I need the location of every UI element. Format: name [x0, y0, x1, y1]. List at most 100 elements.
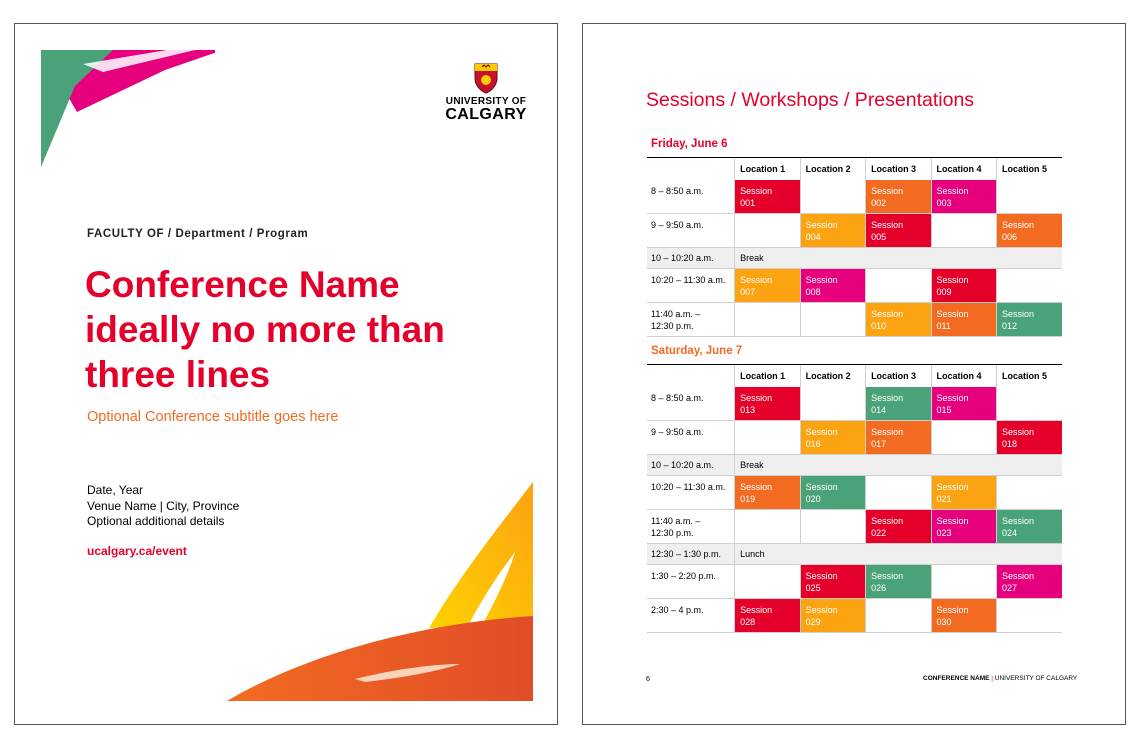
break-row: 12:30 – 1:30 p.m. Lunch	[647, 543, 1062, 565]
session-cell[interactable]: Session 003	[930, 179, 997, 214]
time-slot: 8 – 8:50 a.m.	[647, 179, 735, 214]
location-header: Location 3	[865, 157, 932, 180]
empty-cell	[996, 268, 1062, 303]
header-row: Location 1 Location 2 Location 3 Location 4…	[647, 364, 1062, 387]
day-heading: Saturday, June 7	[651, 345, 743, 357]
session-cell[interactable]: Session 017	[865, 420, 932, 455]
time-row: 9 – 9:50 a.m. Session 016 Session 017 Session…	[647, 420, 1062, 455]
header-corner	[647, 364, 735, 387]
session-cell[interactable]: Session 019	[734, 475, 801, 510]
session-cell[interactable]: Session 010	[865, 302, 932, 337]
session-cell[interactable]: Session 005	[865, 213, 932, 248]
empty-cell	[734, 213, 801, 248]
top-left-swoosh-graphic	[41, 50, 215, 167]
page-number: 6	[646, 676, 650, 683]
empty-cell	[734, 564, 801, 599]
session-cell[interactable]: Session 014	[865, 386, 932, 421]
session-cell[interactable]: Session 027	[996, 564, 1062, 599]
time-row: 9 – 9:50 a.m. Session 004 Session 005 Session…	[647, 213, 1062, 248]
title-line: Conference Name	[85, 264, 400, 305]
session-cell[interactable]: Session 016	[799, 420, 866, 455]
break-label: Lunch	[734, 543, 1062, 565]
session-cell[interactable]: Session 030	[930, 598, 997, 633]
conference-title: Conference Name ideally no more than thr…	[85, 262, 505, 397]
break-label: Break	[734, 454, 1062, 476]
session-cell[interactable]: Session 007	[734, 268, 801, 303]
session-cell[interactable]: Session 004	[799, 213, 866, 248]
location-header: Location 5	[996, 364, 1062, 387]
session-cell[interactable]: Session 015	[930, 386, 997, 421]
session-cell[interactable]: Session 029	[799, 598, 866, 633]
empty-cell	[734, 420, 801, 455]
empty-cell	[799, 302, 866, 337]
break-row: 10 – 10:20 a.m. Break	[647, 247, 1062, 269]
session-cell[interactable]: Session 024	[996, 509, 1062, 544]
break-label: Break	[734, 247, 1062, 269]
empty-cell	[930, 564, 997, 599]
session-cell[interactable]: Session 002	[865, 179, 932, 214]
time-slot: 11:40 a.m. –12:30 p.m.	[647, 509, 735, 544]
session-cell[interactable]: Session 012	[996, 302, 1062, 337]
day-heading: Friday, June 6	[651, 138, 728, 150]
session-cell[interactable]: Session 020	[799, 475, 866, 510]
title-line: three lines	[85, 354, 271, 395]
session-cell[interactable]: Session 026	[865, 564, 932, 599]
session-cell[interactable]: Session 013	[734, 386, 801, 421]
time-slot: 9 – 9:50 a.m.	[647, 420, 735, 455]
time-row: 11:40 a.m. –12:30 p.m. Session 010 Session 0…	[647, 302, 1062, 337]
session-cell[interactable]: Session 023	[930, 509, 997, 544]
cover-page: UNIVERSITY OF CALGARY FACULTY OF / Depar…	[14, 23, 558, 725]
session-cell[interactable]: Session 018	[996, 420, 1062, 455]
empty-cell	[930, 420, 997, 455]
university-name-line1: UNIVERSITY OF	[445, 96, 527, 107]
empty-cell	[799, 386, 866, 421]
time-slot: 11:40 a.m. –12:30 p.m.	[647, 302, 735, 337]
time-row: 10:20 – 11:30 a.m. Session 019 Session 020 Se…	[647, 475, 1062, 510]
time-slot: 10 – 10:20 a.m.	[647, 247, 735, 269]
session-cell[interactable]: Session 011	[930, 302, 997, 337]
location-header: Location 3	[865, 364, 932, 387]
event-details: Date, Year Venue Name | City, Province O…	[87, 483, 239, 530]
session-cell[interactable]: Session 006	[996, 213, 1062, 248]
empty-cell	[734, 509, 801, 544]
header-corner	[647, 157, 735, 180]
time-slot: 9 – 9:50 a.m.	[647, 213, 735, 248]
time-slot: 10:20 – 11:30 a.m.	[647, 268, 735, 303]
time-slot: 10 – 10:20 a.m.	[647, 454, 735, 476]
session-cell[interactable]: Session 021	[930, 475, 997, 510]
location-header: Location 1	[734, 157, 801, 180]
session-cell[interactable]: Session 022	[865, 509, 932, 544]
conference-subtitle: Optional Conference subtitle goes here	[87, 409, 339, 425]
bottom-right-swoosh-graphic	[227, 482, 533, 701]
session-cell[interactable]: Session 028	[734, 598, 801, 633]
location-header: Location 4	[930, 364, 997, 387]
university-name-line2: CALGARY	[445, 106, 527, 123]
empty-cell	[930, 213, 997, 248]
empty-cell	[799, 509, 866, 544]
empty-cell	[734, 302, 801, 337]
schedule-table-day-2: Location 1 Location 2 Location 3 Location 4…	[647, 364, 1062, 633]
event-additional: Optional additional details	[87, 514, 225, 528]
footer-separator: |	[991, 675, 993, 682]
time-slot: 10:20 – 11:30 a.m.	[647, 475, 735, 510]
session-cell[interactable]: Session 001	[734, 179, 801, 214]
session-cell[interactable]: Session 009	[930, 268, 997, 303]
empty-cell	[996, 179, 1062, 214]
event-date: Date, Year	[87, 483, 144, 497]
time-slot: 2:30 – 4 p.m.	[647, 598, 735, 633]
schedule-page: Sessions / Workshops / Presentations Fri…	[582, 23, 1126, 725]
location-header: Location 4	[930, 157, 997, 180]
event-url-link[interactable]: ucalgary.ca/event	[87, 544, 187, 558]
session-cell[interactable]: Session 025	[799, 564, 866, 599]
footer-conference-name: CONFERENCE NAME	[923, 675, 990, 682]
empty-cell	[865, 475, 932, 510]
empty-cell	[799, 179, 866, 214]
empty-cell	[996, 475, 1062, 510]
schedule-title: Sessions / Workshops / Presentations	[646, 89, 975, 111]
crest-icon	[474, 63, 498, 94]
time-slot: 8 – 8:50 a.m.	[647, 386, 735, 421]
time-row: 8 – 8:50 a.m. Session 001 Session 002 Session…	[647, 179, 1062, 214]
session-cell[interactable]: Session 008	[799, 268, 866, 303]
time-row: 2:30 – 4 p.m. Session 028 Session 029 Session…	[647, 598, 1062, 633]
time-slot: 1:30 – 2:20 p.m.	[647, 564, 735, 599]
